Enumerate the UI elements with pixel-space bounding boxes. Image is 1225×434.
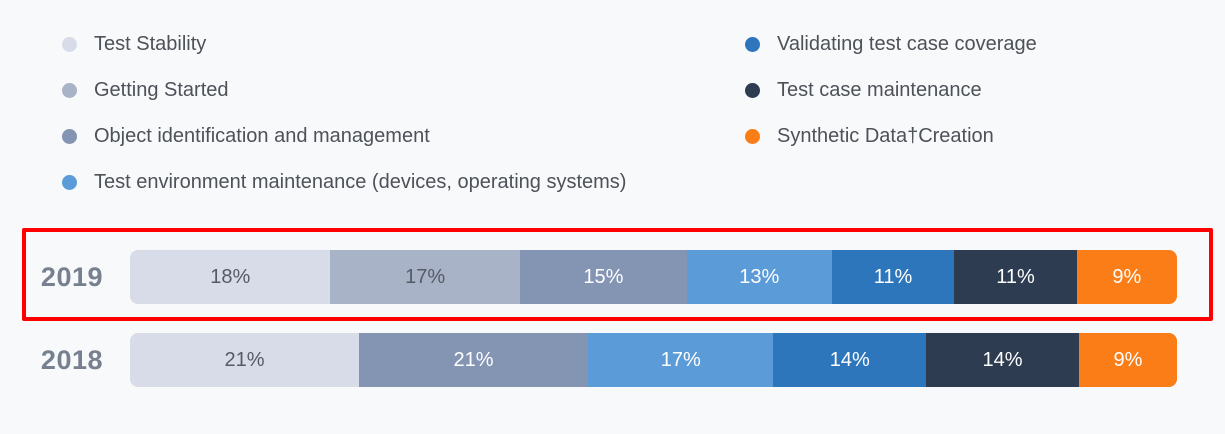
- bar-segment: 14%: [926, 333, 1079, 387]
- stacked-bar: 21% 21% 17% 14% 14% 9%: [130, 333, 1177, 387]
- stacked-bar: 18% 17% 15% 13% 11% 11% 9%: [130, 250, 1177, 304]
- legend-item: Getting Started: [62, 67, 626, 113]
- stacked-bar-chart: 2019 18% 17% 15% 13% 11% 11% 9% 2018 21% 21% 17% 14%…: [30, 250, 1177, 416]
- bar-segment: 13%: [686, 250, 832, 304]
- legend-item: Object identification and management: [62, 113, 626, 159]
- bar-segment: 11%: [831, 250, 955, 304]
- bar-segment: 18%: [130, 250, 331, 304]
- legend-item: Synthetic Data†Creation: [745, 113, 1037, 159]
- bar-segment: 9%: [1076, 250, 1177, 304]
- legend-label: Getting Started: [94, 78, 229, 101]
- legend-label: Object identification and management: [94, 124, 430, 147]
- bar-segment: 14%: [773, 333, 927, 387]
- legend-label: Test environment maintenance (devices, o…: [94, 170, 627, 193]
- legend-dot-icon: [62, 36, 77, 52]
- legend-label: Validating test case coverage: [777, 32, 1037, 55]
- bar-segment: 21%: [130, 333, 360, 387]
- bar-segment: 17%: [588, 333, 774, 387]
- legend-column-right: Validating test case coverage Test case m…: [745, 21, 1037, 159]
- legend-column-left: Test Stability Getting Started Object iden…: [62, 21, 626, 205]
- legend-dot-icon: [745, 82, 760, 98]
- legend-item: Validating test case coverage: [745, 21, 1037, 67]
- chart-row-2018: 2018 21% 21% 17% 14% 14% 9%: [30, 333, 1177, 387]
- legend-label: Test case maintenance: [777, 78, 982, 101]
- bar-segment: 11%: [954, 250, 1077, 304]
- legend-label: Test Stability: [94, 32, 207, 55]
- legend-dot-icon: [62, 128, 77, 144]
- legend-dot-icon: [62, 174, 77, 190]
- legend-dot-icon: [745, 128, 760, 144]
- bar-segment: 21%: [359, 333, 589, 387]
- legend-item: Test Stability: [62, 21, 626, 67]
- bar-segment: 15%: [519, 250, 687, 304]
- year-label: 2018: [40, 344, 103, 375]
- chart-row-2019: 2019 18% 17% 15% 13% 11% 11% 9%: [30, 250, 1177, 304]
- legend-label: Synthetic Data†Creation: [777, 124, 994, 147]
- bar-segment: 17%: [330, 250, 520, 304]
- legend-dot-icon: [745, 36, 760, 52]
- bar-segment: 9%: [1078, 333, 1177, 387]
- legend-item: Test environment maintenance (devices, o…: [62, 159, 626, 205]
- year-label: 2019: [40, 261, 103, 292]
- legend-dot-icon: [62, 82, 77, 98]
- legend-item: Test case maintenance: [745, 67, 1037, 113]
